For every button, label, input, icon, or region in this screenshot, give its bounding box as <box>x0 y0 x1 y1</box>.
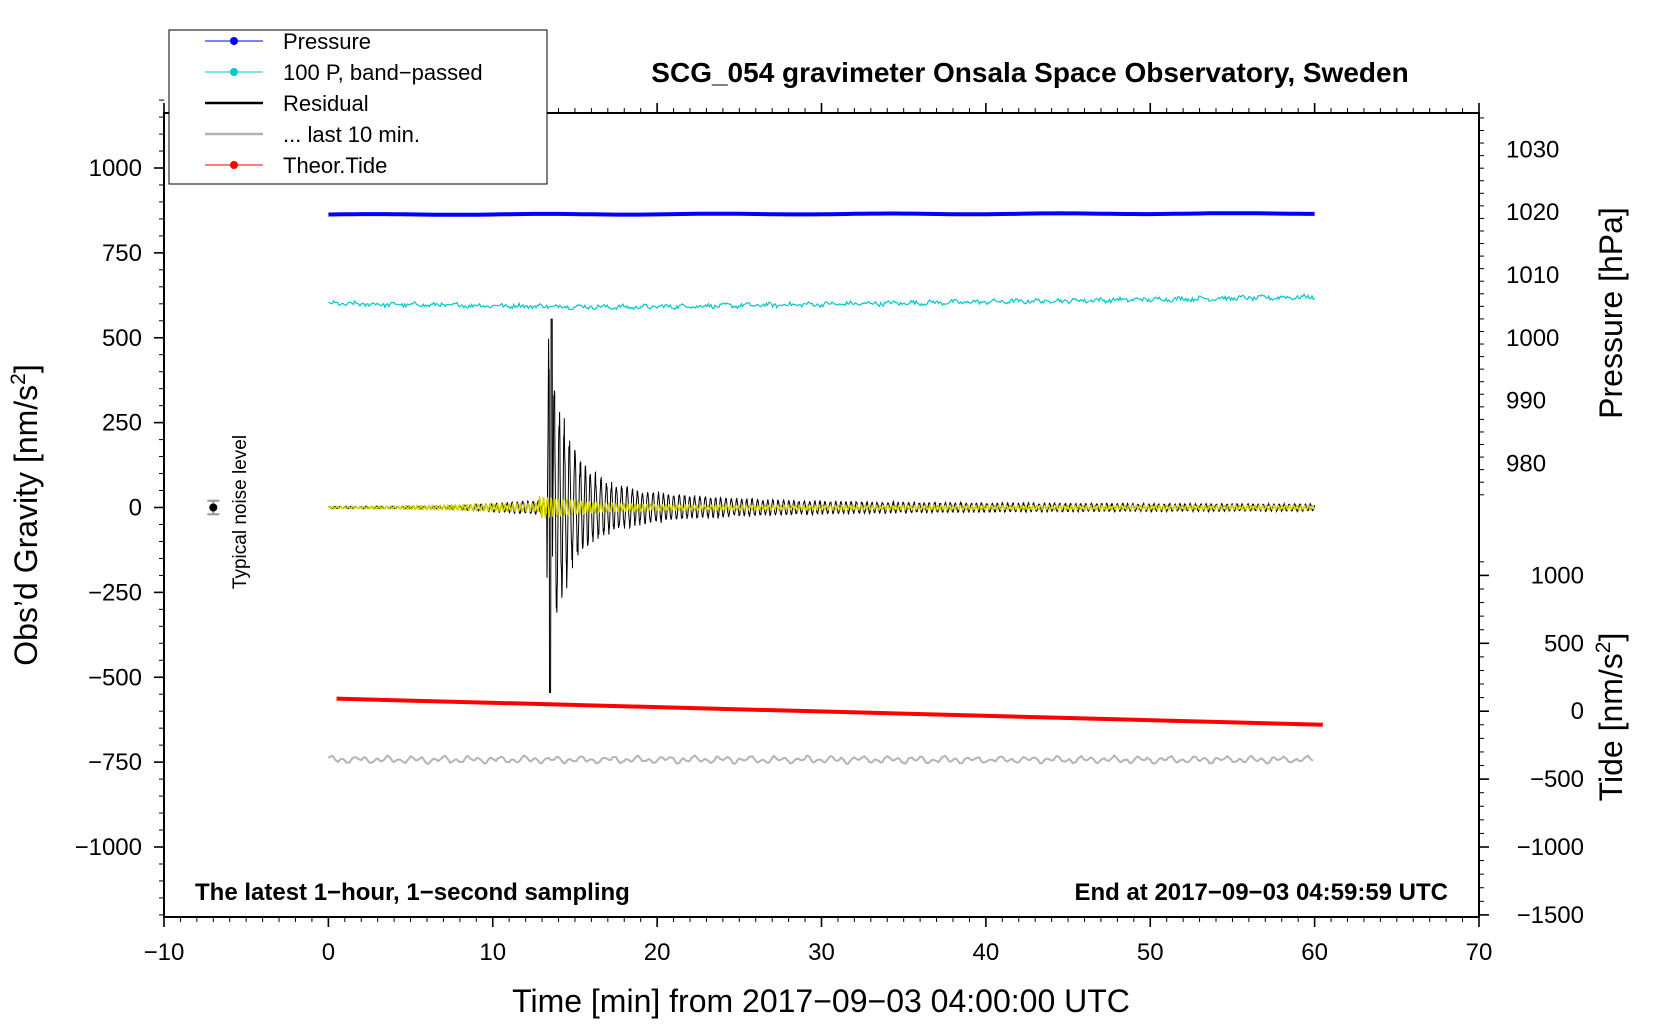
legend: Pressure 100 P, band−passed Residual ... la… <box>168 29 548 185</box>
legend-items: Pressure 100 P, band−passed Residual ... la… <box>205 29 483 178</box>
y-axis-title-text: Obs’d Gravity [nm/s <box>8 385 44 666</box>
tide-axis-title-text: Tide [nm/s <box>1593 653 1629 801</box>
series-last-10-min <box>327 754 1314 766</box>
x-tick-label: 0 <box>322 939 335 966</box>
x-tick-label: −10 <box>144 939 185 966</box>
legend-label: Residual <box>283 91 369 116</box>
tide-tick-label: −1000 <box>1517 834 1584 861</box>
legend-marker <box>230 37 238 45</box>
legend-label: Pressure <box>283 29 371 54</box>
x-tick-label: 20 <box>644 939 671 966</box>
y-tick-label: 250 <box>102 410 142 437</box>
pressure-tick-label: 1020 <box>1506 199 1559 226</box>
pressure-tick-label: 1010 <box>1506 262 1559 289</box>
footer-left: The latest 1−hour, 1−second sampling <box>195 879 630 906</box>
y-tick-label: 1000 <box>89 155 142 182</box>
y-axis-title-superscript: 2 <box>7 373 30 385</box>
legend-label: Theor.Tide <box>283 153 387 178</box>
y-tick-label: 500 <box>102 325 142 352</box>
footer-right: End at 2017−09−03 04:59:59 UTC <box>1074 879 1448 906</box>
tide-axis-title-bracket: ] <box>1593 633 1629 642</box>
tide-tick-label: −500 <box>1530 766 1584 793</box>
y-tick-label: −750 <box>88 749 142 776</box>
pressure-tick-label: 1030 <box>1506 136 1559 163</box>
y-tick-label: −1000 <box>75 834 142 861</box>
tide-tick-label: 1000 <box>1531 562 1584 589</box>
tide-tick-label: 500 <box>1544 630 1584 657</box>
y-axis-title-bracket: ] <box>8 364 44 373</box>
pressure-tick-label: 1000 <box>1506 325 1559 352</box>
x-tick-label: 70 <box>1466 939 1493 966</box>
tide-axis-title-superscript: 2 <box>1592 642 1615 654</box>
tick-labels-layer: −10 0 10 20 30 40 50 60 7010007505002500−250−500… <box>75 136 1584 966</box>
x-axis-title: Time [min] from 2017−09−03 04:00:00 UTC <box>512 983 1130 1019</box>
plot-frame <box>163 112 1480 918</box>
tide-tick-label: 0 <box>1571 698 1584 725</box>
legend-marker <box>230 161 238 169</box>
noise-label: Typical noise level <box>230 435 251 589</box>
pressure-axis-title: Pressure [hPa] <box>1593 207 1629 419</box>
y-axis-title: Obs’d Gravity [nm/s2] <box>7 364 44 666</box>
x-tick-label: 30 <box>808 939 835 966</box>
series-pressure <box>328 211 1315 217</box>
pressure-tick-label: 980 <box>1506 450 1546 477</box>
y-tick-label: −500 <box>88 664 142 691</box>
x-tick-label: 40 <box>973 939 1000 966</box>
legend-marker <box>230 68 238 76</box>
series-layer <box>327 211 1323 766</box>
series-theor-tide <box>336 696 1323 727</box>
x-tick-label: 10 <box>479 939 506 966</box>
legend-box <box>168 29 548 185</box>
y-tick-label: 0 <box>129 495 142 522</box>
series-residual-filtered <box>327 495 1316 519</box>
x-tick-label: 60 <box>1301 939 1328 966</box>
y-tick-label: −250 <box>88 579 142 606</box>
legend-label: ... last 10 min. <box>283 122 420 147</box>
pressure-tick-label: 990 <box>1506 388 1546 415</box>
y-tick-label: 750 <box>102 240 142 267</box>
series-band-passed <box>328 292 1315 311</box>
chart-title: SCG_054 gravimeter Onsala Space Observat… <box>651 57 1408 88</box>
legend-label: 100 P, band−passed <box>283 60 483 85</box>
noise-marker <box>207 499 220 516</box>
tide-axis-title: Tide [nm/s2] <box>1592 633 1629 802</box>
tide-tick-label: −1500 <box>1517 902 1584 929</box>
x-tick-label: 50 <box>1137 939 1164 966</box>
noise-point <box>209 503 218 512</box>
ticks-layer <box>154 99 1489 927</box>
